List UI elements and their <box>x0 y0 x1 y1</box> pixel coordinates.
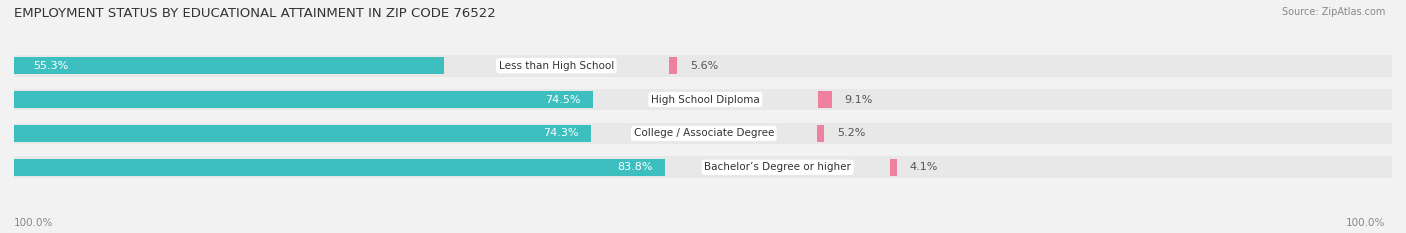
Bar <box>14 57 443 75</box>
Text: Less than High School: Less than High School <box>499 61 614 71</box>
Text: High School Diploma: High School Diploma <box>651 95 759 105</box>
Text: 4.1%: 4.1% <box>910 162 938 172</box>
Bar <box>669 57 678 75</box>
Text: 55.3%: 55.3% <box>32 61 67 71</box>
Bar <box>14 158 665 176</box>
Bar <box>14 157 1392 178</box>
Bar <box>817 125 824 142</box>
Text: Bachelor’s Degree or higher: Bachelor’s Degree or higher <box>704 162 851 172</box>
Bar <box>14 123 1392 144</box>
Text: 100.0%: 100.0% <box>14 218 53 228</box>
Bar <box>14 55 1392 76</box>
Text: 83.8%: 83.8% <box>617 162 652 172</box>
Bar <box>890 158 897 176</box>
Text: EMPLOYMENT STATUS BY EDUCATIONAL ATTAINMENT IN ZIP CODE 76522: EMPLOYMENT STATUS BY EDUCATIONAL ATTAINM… <box>14 7 496 20</box>
Bar <box>14 89 1392 110</box>
Text: Source: ZipAtlas.com: Source: ZipAtlas.com <box>1281 7 1385 17</box>
Text: 5.6%: 5.6% <box>690 61 718 71</box>
Text: 74.5%: 74.5% <box>544 95 581 105</box>
Text: 100.0%: 100.0% <box>1346 218 1385 228</box>
Text: College / Associate Degree: College / Associate Degree <box>634 128 775 138</box>
Bar <box>14 125 591 142</box>
Bar <box>14 91 593 108</box>
Text: 74.3%: 74.3% <box>543 128 578 138</box>
Bar <box>818 91 832 108</box>
Text: 9.1%: 9.1% <box>845 95 873 105</box>
Text: 5.2%: 5.2% <box>837 128 865 138</box>
